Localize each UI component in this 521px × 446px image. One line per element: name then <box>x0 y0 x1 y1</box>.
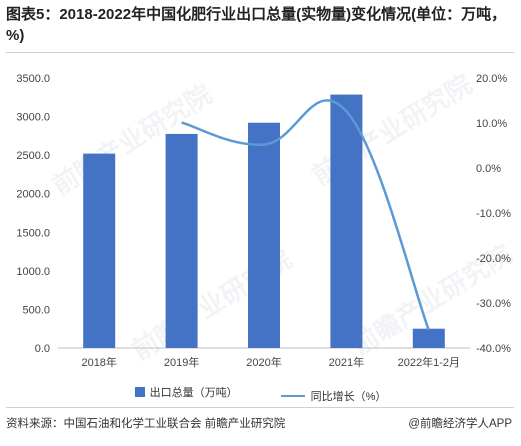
y-right-tick-label: -20.0% <box>476 253 511 265</box>
bar <box>165 133 198 348</box>
brand-label: @前瞻经济学人APP <box>408 418 512 430</box>
y-right-tick-label: -40.0% <box>476 343 511 355</box>
y-left-tick-label: 1500.0 <box>16 227 50 239</box>
y-left-tick-label: 3500.0 <box>16 73 50 85</box>
bar <box>83 153 116 348</box>
y-right-tick-label: -30.0% <box>476 298 511 310</box>
x-tick-label: 2020年 <box>246 355 281 369</box>
bar <box>248 122 280 348</box>
footer: 资料来源：中国石油和化学工业联合会 前瞻产业研究院 @前瞻经济学人APP <box>6 415 514 431</box>
y-right-tick-label: 0.0% <box>476 163 501 175</box>
x-tick-label: 2018年 <box>81 355 116 369</box>
growth-line <box>181 99 430 331</box>
legend-line-swatch <box>280 395 305 397</box>
y-left-tick-label: 2500.0 <box>16 150 50 162</box>
y-right-tick-label: 20.0% <box>476 73 507 85</box>
source-text: 中国石油和化学工业联合会 前瞻产业研究院 <box>63 418 286 430</box>
legend-bar-swatch <box>134 387 145 397</box>
footer-divider <box>6 407 514 408</box>
y-left-tick-label: 0.0 <box>35 343 50 355</box>
y-left-tick-label: 500.0 <box>22 304 50 316</box>
title-divider <box>6 52 514 53</box>
x-tick-label: 2022年1-2月 <box>398 355 460 369</box>
x-tick-label: 2021年 <box>329 355 364 369</box>
y-left-tick-label: 3000.0 <box>16 112 50 124</box>
x-tick-label: 2019年 <box>164 355 199 369</box>
legend-bar-label: 出口总量（万吨） <box>149 387 238 399</box>
chart-title: 图表5：2018-2022年中国化肥行业出口总量(实物量)变化情况(单位：万吨，… <box>6 6 507 44</box>
chart-legend: 出口总量（万吨） 同比增长（%） <box>0 384 521 404</box>
bar <box>330 94 363 348</box>
legend-item-line: 同比增长（%） <box>280 388 387 404</box>
legend-line-label: 同比增长（%） <box>310 391 387 403</box>
legend-item-bar: 出口总量（万吨） <box>134 384 238 400</box>
y-left-tick-label: 2000.0 <box>16 189 50 201</box>
y-left-tick-label: 1000.0 <box>16 266 50 278</box>
source-label: 资料来源： <box>6 418 64 430</box>
bar <box>412 328 445 348</box>
y-right-tick-label: -10.0% <box>476 208 511 220</box>
y-right-tick-label: 10.0% <box>476 118 507 130</box>
